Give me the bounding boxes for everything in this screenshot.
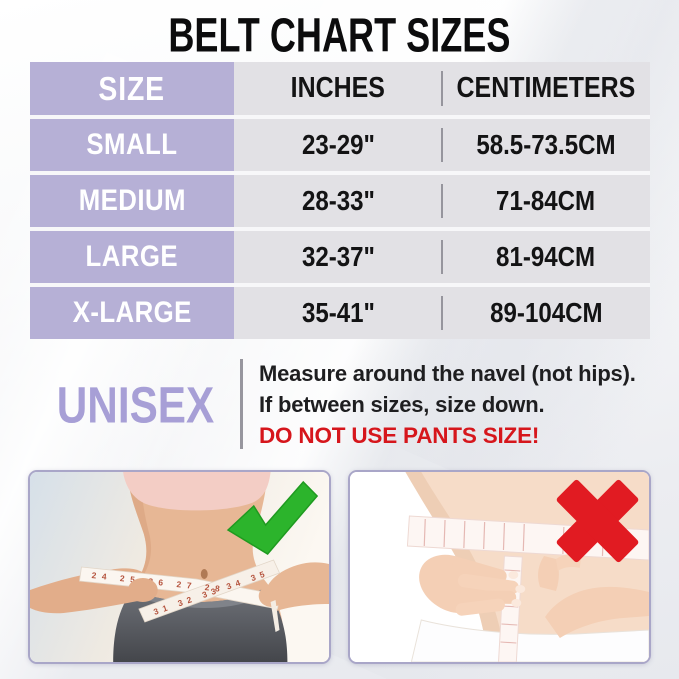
pink-top xyxy=(123,472,271,511)
table-header-row: SIZE INCHES CENTIMETERS xyxy=(30,62,650,115)
correct-measurement-illustration: 24 25 26 27 28 31 32 33 34 35 xyxy=(30,472,329,662)
header-centimeters: CENTIMETERS xyxy=(456,72,636,104)
navel xyxy=(200,569,208,579)
size-cell: X-LARGE xyxy=(30,287,234,339)
size-cell: SMALL xyxy=(30,119,234,171)
table-row-large: LARGE 32-37" 81-94CM xyxy=(30,231,650,283)
header-size: SIZE xyxy=(30,62,234,115)
header-values: INCHES CENTIMETERS xyxy=(234,62,650,115)
inches-cell: 28-33" xyxy=(301,185,375,216)
size-cell: MEDIUM xyxy=(30,175,234,227)
left-hand xyxy=(128,578,158,602)
value-cells: 35-41" 89-104CM xyxy=(234,287,650,339)
size-table: SIZE INCHES CENTIMETERS SMALL 23-29" 58.… xyxy=(30,62,650,339)
table-row-small: SMALL 23-29" 58.5-73.5CM xyxy=(30,119,650,171)
incorrect-measurement-illustration xyxy=(350,472,649,662)
example-photos: 24 25 26 27 28 31 32 33 34 35 xyxy=(28,470,651,664)
tape-measure-cross-band xyxy=(138,559,281,623)
inches-cell: 35-41" xyxy=(301,297,375,328)
value-cells: 23-29" 58.5-73.5CM xyxy=(234,119,650,171)
table-row-medium: MEDIUM 28-33" 71-84CM xyxy=(30,175,650,227)
size-cell: LARGE xyxy=(30,231,234,283)
tape-end xyxy=(270,600,280,632)
value-cells: 28-33" 71-84CM xyxy=(234,175,650,227)
measuring-info-section: UNISEX Measure around the navel (not hip… xyxy=(30,351,652,457)
measuring-notes: Measure around the navel (not hips). If … xyxy=(243,351,652,457)
table-row-xlarge: X-LARGE 35-41" 89-104CM xyxy=(30,287,650,339)
cm-cell: 89-104CM xyxy=(489,297,603,328)
inches-cell: 32-37" xyxy=(301,241,375,272)
page-title: BELT CHART SIZES xyxy=(168,8,511,63)
left-hand-on-hip xyxy=(419,554,526,616)
incorrect-measurement-photo xyxy=(348,470,651,664)
value-cells: 32-37" 81-94CM xyxy=(234,231,650,283)
header-inches: INCHES xyxy=(290,72,386,104)
warning-text: DO NOT USE PANTS SIZE! xyxy=(259,422,540,448)
cm-cell: 58.5-73.5CM xyxy=(476,129,616,160)
note-line-1: Measure around the navel (not hips). xyxy=(259,360,636,386)
cm-cell: 71-84CM xyxy=(496,185,596,216)
correct-measurement-photo: 24 25 26 27 28 31 32 33 34 35 xyxy=(28,470,331,664)
inches-cell: 23-29" xyxy=(301,129,375,160)
vertical-divider xyxy=(240,359,243,449)
page-title-wrap: BELT CHART SIZES xyxy=(0,8,679,62)
cross-icon xyxy=(556,479,639,563)
check-icon xyxy=(226,480,319,555)
unisex-label: UNISEX xyxy=(56,375,214,433)
right-hand xyxy=(258,585,285,607)
cm-cell: 81-94CM xyxy=(496,241,596,272)
torso-shading xyxy=(405,472,507,662)
note-line-2: If between sizes, size down. xyxy=(259,391,545,417)
tape-measure-band xyxy=(79,566,280,610)
